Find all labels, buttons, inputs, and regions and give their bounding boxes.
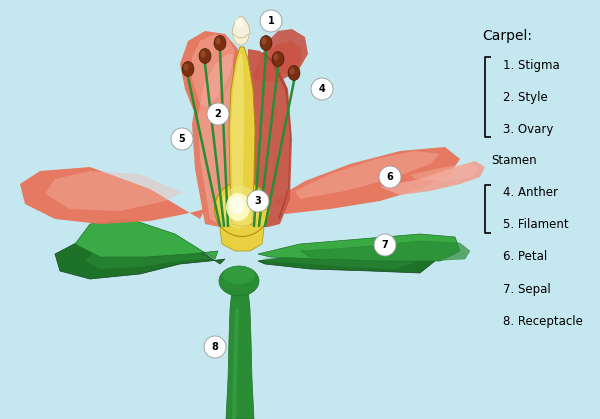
Text: 7: 7 xyxy=(382,240,388,250)
Polygon shape xyxy=(192,34,235,107)
Ellipse shape xyxy=(272,52,284,67)
Text: Carpel:: Carpel: xyxy=(482,29,532,43)
Circle shape xyxy=(204,336,226,358)
Ellipse shape xyxy=(288,65,300,80)
Polygon shape xyxy=(232,309,239,419)
Polygon shape xyxy=(258,244,435,273)
Polygon shape xyxy=(262,249,420,269)
Ellipse shape xyxy=(199,49,211,64)
Polygon shape xyxy=(380,161,485,195)
Polygon shape xyxy=(198,54,233,222)
Ellipse shape xyxy=(262,37,266,44)
Polygon shape xyxy=(192,49,238,227)
Ellipse shape xyxy=(260,36,272,51)
Ellipse shape xyxy=(235,18,243,28)
Polygon shape xyxy=(55,234,225,279)
Polygon shape xyxy=(180,31,238,114)
Text: 5: 5 xyxy=(179,134,185,144)
Ellipse shape xyxy=(184,64,188,70)
Circle shape xyxy=(374,234,396,256)
Ellipse shape xyxy=(274,54,278,60)
Text: 2. Style: 2. Style xyxy=(503,91,548,103)
Ellipse shape xyxy=(223,266,255,284)
Text: 6. Petal: 6. Petal xyxy=(503,251,547,264)
Polygon shape xyxy=(229,47,255,226)
Ellipse shape xyxy=(214,36,226,51)
Text: 5. Filament: 5. Filament xyxy=(503,218,569,232)
Polygon shape xyxy=(275,147,460,214)
Text: 3: 3 xyxy=(254,196,262,206)
Polygon shape xyxy=(231,54,244,221)
Ellipse shape xyxy=(233,23,249,45)
Ellipse shape xyxy=(290,67,295,75)
Ellipse shape xyxy=(215,37,221,44)
Circle shape xyxy=(260,10,282,32)
Polygon shape xyxy=(410,163,478,181)
Text: 6: 6 xyxy=(386,172,394,182)
Text: 1: 1 xyxy=(268,16,274,26)
Polygon shape xyxy=(226,289,254,419)
Text: 4: 4 xyxy=(319,84,325,94)
Text: 7. Sepal: 7. Sepal xyxy=(503,282,551,295)
Ellipse shape xyxy=(215,181,269,236)
Ellipse shape xyxy=(182,62,194,77)
Text: 8. Receptacle: 8. Receptacle xyxy=(503,315,583,328)
Text: 1. Stigma: 1. Stigma xyxy=(503,59,560,72)
Polygon shape xyxy=(85,239,215,269)
Polygon shape xyxy=(248,49,292,227)
Ellipse shape xyxy=(226,193,250,221)
Polygon shape xyxy=(262,53,291,219)
Polygon shape xyxy=(258,234,460,261)
Polygon shape xyxy=(252,29,308,81)
Polygon shape xyxy=(295,151,440,199)
Text: 8: 8 xyxy=(212,342,218,352)
Polygon shape xyxy=(45,171,185,211)
Text: 4. Anther: 4. Anther xyxy=(503,186,558,199)
Circle shape xyxy=(311,78,333,100)
Ellipse shape xyxy=(230,196,244,214)
Ellipse shape xyxy=(200,51,205,57)
Ellipse shape xyxy=(219,266,259,296)
Polygon shape xyxy=(220,224,264,251)
Polygon shape xyxy=(300,241,470,261)
Text: 3. Ovary: 3. Ovary xyxy=(503,122,553,135)
Circle shape xyxy=(247,190,269,212)
Circle shape xyxy=(171,128,193,150)
Text: Stamen: Stamen xyxy=(491,155,536,168)
Ellipse shape xyxy=(221,186,259,228)
Polygon shape xyxy=(75,219,218,259)
Polygon shape xyxy=(232,16,250,38)
Polygon shape xyxy=(255,41,302,74)
Circle shape xyxy=(379,166,401,188)
Polygon shape xyxy=(20,167,205,224)
Text: 2: 2 xyxy=(215,109,221,119)
Circle shape xyxy=(207,103,229,125)
